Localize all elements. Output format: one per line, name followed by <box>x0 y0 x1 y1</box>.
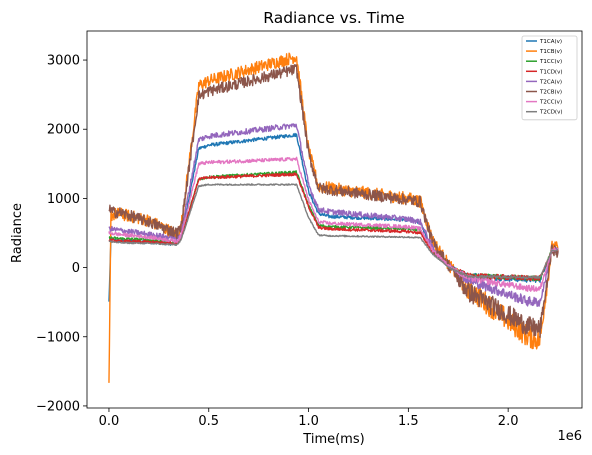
y-tick-label: 3000 <box>47 54 80 69</box>
y-tick-label: −1000 <box>36 330 80 345</box>
x-tick-label: 1.0 <box>298 414 319 429</box>
series-line-6 <box>108 156 559 292</box>
legend-label: T2CA(v) <box>539 79 562 85</box>
x-tick-label: 0.5 <box>198 414 219 429</box>
legend-label: T1CD(v) <box>539 69 562 75</box>
legend-label: T2CD(v) <box>539 110 562 116</box>
series-line-5 <box>108 64 559 339</box>
chart-title: Radiance vs. Time <box>263 9 404 27</box>
y-tick-label: −2000 <box>36 399 80 414</box>
legend-label: T1CB(v) <box>539 49 562 55</box>
y-tick-label: 1000 <box>47 192 80 207</box>
plot-frame <box>86 30 583 409</box>
y-tick-label: 2000 <box>47 123 80 138</box>
legend-label: T2CB(v) <box>539 90 562 96</box>
legend: T1CA(v) T1CB(v) T1CC(v) T1CD(v) T2CA(v) T2CB(… <box>521 35 578 121</box>
legend-label: T1CA(v) <box>539 39 562 45</box>
y-axis-label: Radiance <box>10 203 25 263</box>
series-layer <box>108 52 559 383</box>
series-line-7 <box>108 183 559 280</box>
x-tick-label: 1.5 <box>398 414 419 429</box>
legend-label: T1CC(v) <box>539 59 562 65</box>
y-tick-label: 0 <box>72 261 80 276</box>
x-tick-label: 2.0 <box>498 414 519 429</box>
x-multiplier-label: 1e6 <box>557 429 582 444</box>
legend-label: T2CC(v) <box>539 100 562 106</box>
x-axis-label: Time(ms) <box>302 432 364 447</box>
series-line-3 <box>108 172 559 281</box>
legend-box <box>521 35 578 121</box>
x-tick-label: 0.0 <box>99 414 120 429</box>
ticks-layer: 0.0 0.5 1.0 1.5 2.0 −2000 −1000 0 1000 2000 3000 <box>36 54 518 429</box>
